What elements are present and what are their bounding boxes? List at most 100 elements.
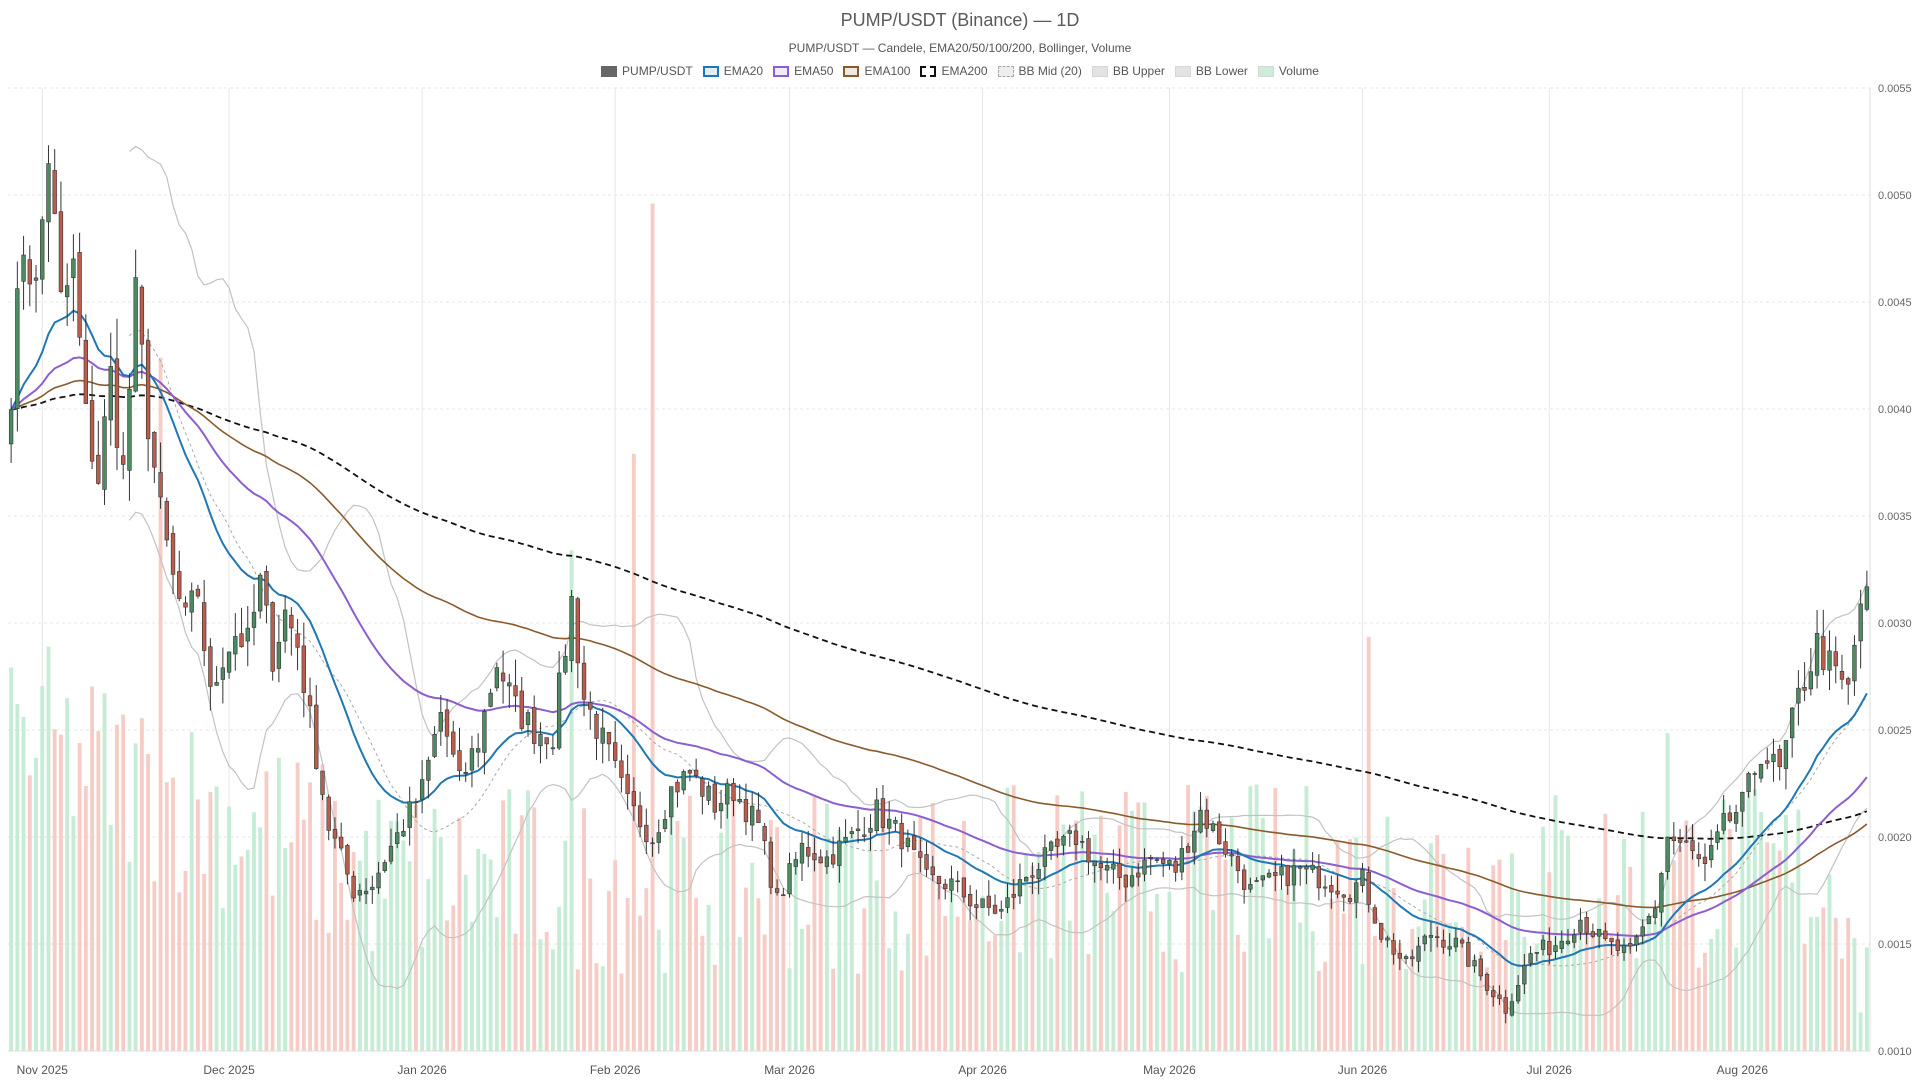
candle-body [631,791,637,807]
volume-bar [775,827,780,1051]
volume-bar [133,743,138,1051]
candle-body [401,830,406,837]
candle-body [1223,841,1228,855]
bb-lower-line [128,511,1868,1017]
candle [1304,864,1309,885]
volume-bar [283,847,288,1051]
candle-body [345,845,350,875]
volume-bar [333,800,337,1051]
candle [121,432,126,480]
volume-bar [550,949,555,1051]
candle-body [1727,812,1733,822]
candle-body [1808,671,1814,690]
candle [1540,934,1546,956]
candle [1596,928,1602,949]
volume-bar [1646,915,1651,1051]
candle [619,744,624,793]
candle-body [1671,836,1677,841]
candle [351,871,356,903]
legend-item-candles[interactable]: PUMP/USDT [601,64,693,78]
volume-bar [532,807,537,1051]
candle-body [1528,953,1533,964]
candle [1378,922,1384,943]
candle [774,879,780,896]
volume-bar [1080,791,1085,1051]
candle [1354,879,1359,919]
volume-bar [856,973,860,1051]
candle [787,852,792,898]
candle [999,900,1004,919]
candle [793,852,798,875]
x-tick-label: Feb 2026 [590,1063,641,1077]
candle [837,826,842,883]
volume-bar [96,731,101,1051]
volume-bar [264,771,269,1051]
candle [301,622,306,718]
candle-body [1497,994,1502,999]
candle-body [1796,687,1801,704]
candle-body [1341,894,1346,898]
legend-item-bbmid[interactable]: BB Mid (20) [997,64,1082,78]
volume-bar [849,834,854,1051]
candle-body [1665,836,1670,872]
candle-body [189,590,194,613]
candle-body [382,862,387,872]
candle [314,685,319,770]
volume-bar [320,764,325,1051]
volume-bar [1447,923,1452,1051]
volume-bar [501,800,506,1051]
candle [258,572,263,619]
legend-item-bblower[interactable]: BB Lower [1174,64,1248,78]
volume-bar [1671,860,1676,1051]
candle-body [71,258,76,279]
chart-title: PUMP/USDT (Binance) — 1D [840,10,1080,30]
candle-body [295,633,300,648]
candle-body [1241,869,1247,890]
volume-bar [1067,920,1072,1051]
candle [401,819,406,838]
candle [1036,862,1041,895]
candle-body [338,836,344,849]
candle [326,794,331,841]
volume-bar [837,829,842,1051]
candle-body [195,588,201,597]
candle-body [1372,907,1378,924]
candle-body [1254,880,1259,882]
volume-bar [986,941,991,1051]
volume-bar [1285,881,1290,1051]
candle-body [656,832,661,843]
legend-item-volume[interactable]: Volume [1257,64,1319,78]
candle [482,708,487,775]
volume-bar [1397,943,1402,1051]
legend-label-ema200: EMA200 [941,64,988,78]
volume-bar [245,850,250,1051]
volume-bar [1155,893,1159,1051]
legend-item-ema20[interactable]: EMA20 [702,64,763,78]
candle-body [1746,773,1751,792]
legend-item-ema200[interactable]: EMA200 [920,64,988,78]
volume-bar [1242,951,1247,1051]
volume-bar [395,821,400,1051]
legend-item-ema100[interactable]: EMA100 [843,64,910,78]
candle-body [145,340,151,440]
candle-body [855,828,861,831]
candle-body [301,645,306,693]
volume-bar [1597,898,1602,1051]
candle [911,821,917,851]
volume-bar [905,933,910,1051]
candle-body [463,772,468,775]
volume-bar [526,790,530,1051]
candle [1534,952,1540,962]
legend-item-bbupper[interactable]: BB Upper [1091,64,1165,78]
candle [1291,848,1297,902]
volume-bar [1734,947,1739,1051]
candle [1528,946,1533,967]
candle-body [1852,644,1857,682]
candle [1204,798,1209,838]
volume-bar [600,966,605,1051]
volume-bar [1372,935,1377,1051]
legend-item-ema50[interactable]: EMA50 [773,64,833,78]
candle-body [83,340,89,404]
candle [644,808,649,854]
candle-body [1696,854,1701,860]
